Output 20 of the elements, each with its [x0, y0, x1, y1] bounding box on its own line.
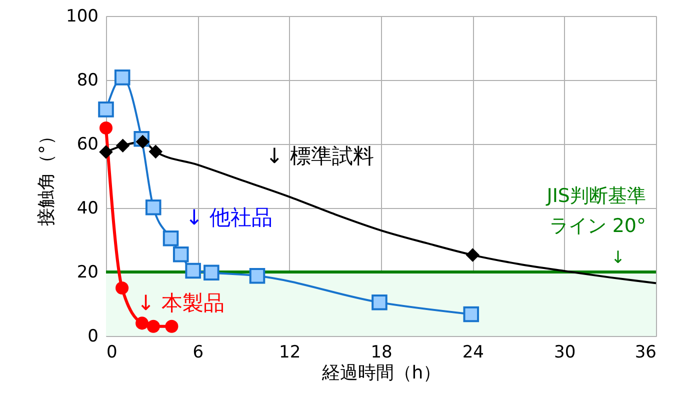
y-tick-label: 80: [76, 70, 98, 90]
series-label: ↓ 本製品: [137, 291, 224, 316]
x-tick-label: 6: [192, 342, 204, 362]
y-tick-label: 0: [88, 326, 98, 346]
series-label: ↓ 他社品: [185, 205, 273, 230]
annotation: ↓: [610, 248, 626, 268]
x-tick-label: 30: [554, 342, 576, 362]
x-tick-label: 12: [279, 342, 301, 362]
y-axis-title: 接触角（°）: [36, 127, 58, 226]
x-tick-label: 36: [634, 342, 656, 362]
x-tick-label: 18: [370, 342, 392, 362]
y-tick-label: 60: [76, 134, 98, 154]
y-tick-label: 20: [76, 262, 98, 282]
x-axis-title: 経過時間（h）: [320, 362, 442, 384]
ref-line-label: JIS判断基準ライン 20°: [546, 185, 646, 237]
y-tick-label: 100: [66, 6, 98, 26]
series-label: ↓ 標準試料: [266, 144, 374, 168]
x-tick-label: 24: [462, 342, 484, 362]
y-tick-label: 40: [76, 198, 98, 218]
x-tick-label: 0: [106, 342, 118, 362]
